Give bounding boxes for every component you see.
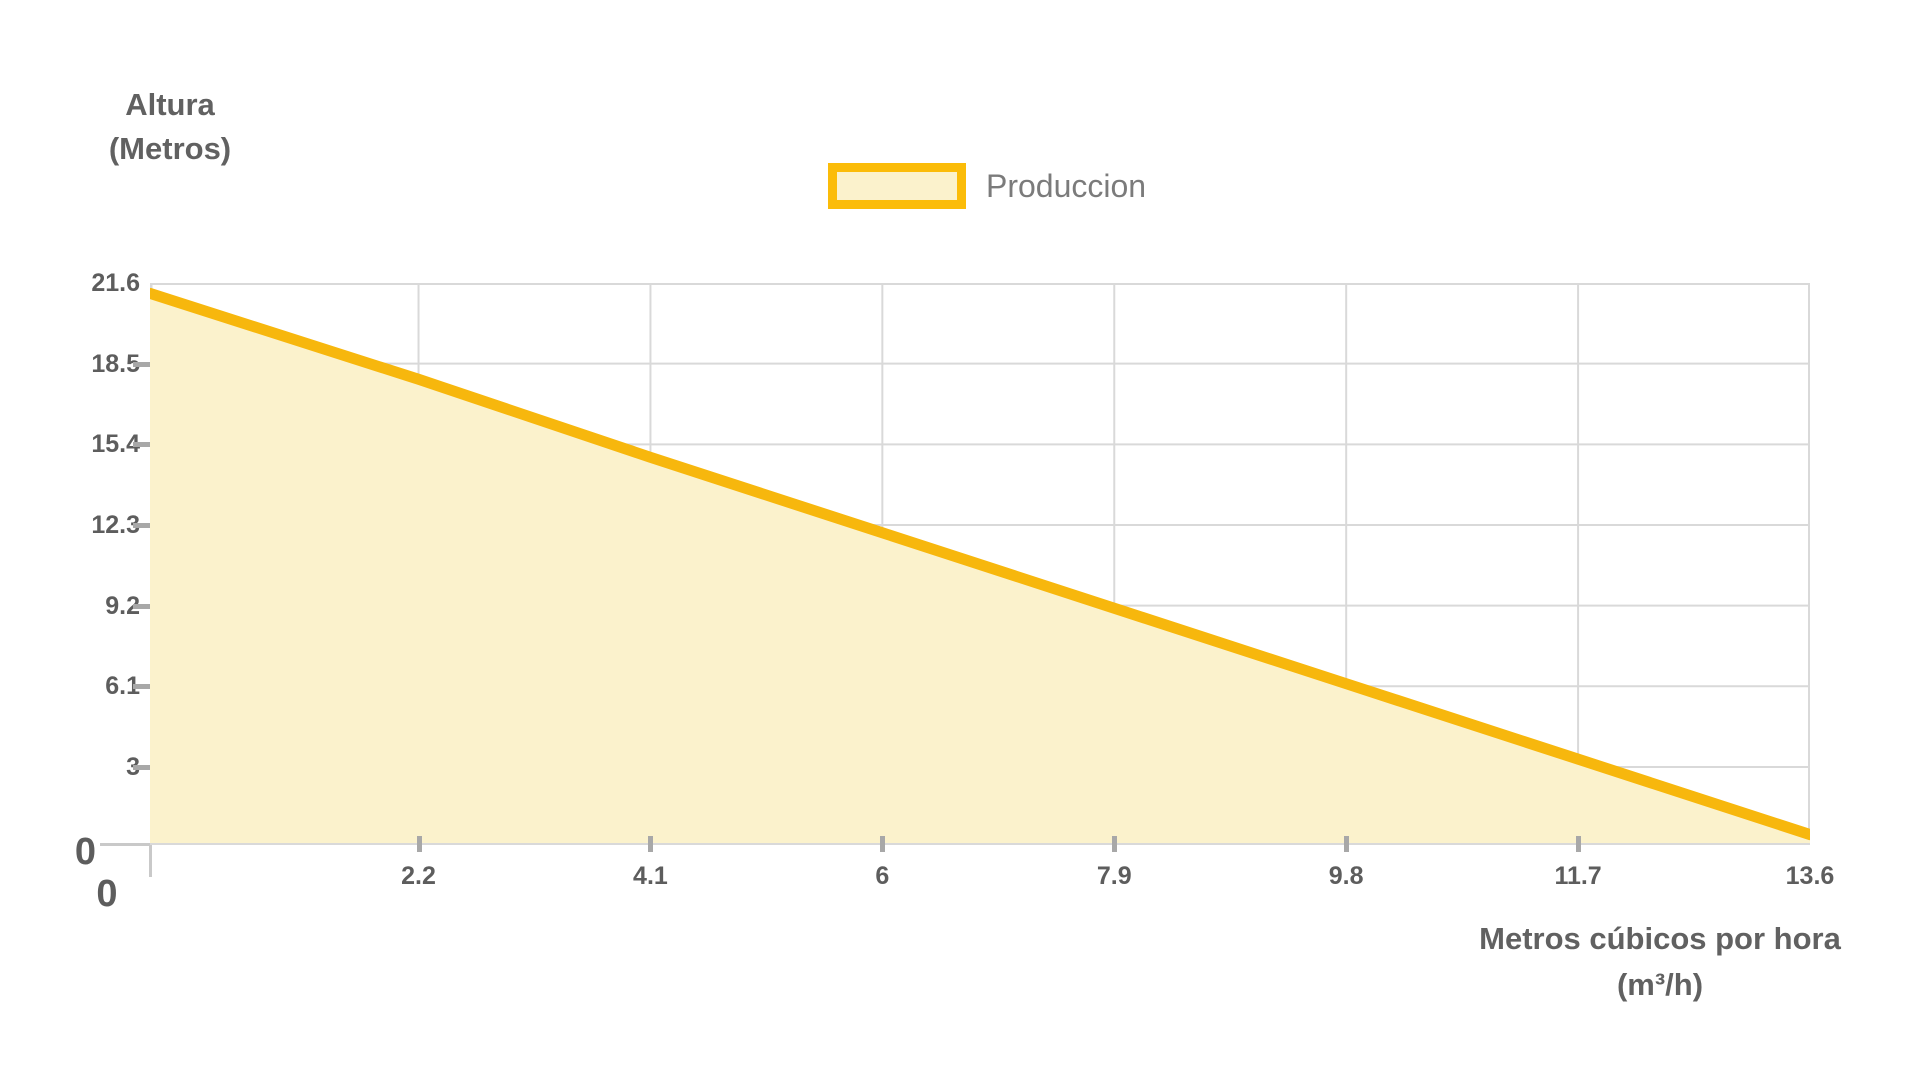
y-tick-mark: [133, 522, 150, 528]
y-tick-label: 18.5: [91, 349, 140, 378]
produccion-line[interactable]: [150, 287, 1810, 841]
x-axis-title-line2: (m³/h): [1616, 967, 1704, 1002]
x-tick-label: 11.7: [1554, 862, 1602, 890]
x-tick-mark: [880, 836, 886, 852]
x-tick-mark: [416, 836, 422, 852]
y-axis-origin-label: 0: [74, 831, 96, 873]
plot-area: [150, 283, 1810, 845]
x-tick-mark: [1576, 836, 1582, 852]
legend[interactable]: Produccion: [828, 160, 1146, 212]
x-axis-title-line1: Metros cúbicos por hora: [1479, 921, 1841, 956]
y-tick-mark: [133, 442, 150, 448]
x-tick-label: 7.9: [1096, 862, 1132, 890]
y-tick-mark: [133, 764, 150, 770]
y-axis-title: Altura (Metros): [50, 83, 290, 171]
y-axis-title-line2: (Metros): [108, 131, 232, 166]
area-chart-svg: [150, 283, 1810, 845]
y-tick-label: 3: [0, 751, 140, 783]
x-axis-origin-label: 0: [96, 873, 118, 915]
x-tick-mark: [1112, 836, 1118, 852]
y-tick-label: 6.1: [105, 672, 140, 701]
x-tick-mark: [1344, 836, 1350, 852]
x-tick-label: 6: [875, 862, 890, 890]
y-tick-label: 12.3: [91, 510, 140, 539]
y-axis-title-line1: Altura: [125, 87, 215, 122]
x-tick-mark: [648, 836, 654, 852]
y-tick-mark: [133, 684, 150, 690]
legend-label: Produccion: [986, 167, 1147, 204]
y-tick-label: 9.2: [105, 591, 140, 620]
y-tick-label: 21.6: [91, 269, 140, 297]
legend-swatch-produccion: [828, 163, 966, 209]
origin-y-tick-line: [100, 843, 150, 846]
y-tick-mark: [133, 603, 150, 609]
x-tick-label: 2.2: [401, 862, 436, 890]
x-tick-label: 9.8: [1328, 862, 1364, 890]
x-tick-label: 4.1: [633, 862, 668, 890]
x-tick-label: 13.6: [1785, 862, 1835, 890]
y-tick-mark: [133, 361, 150, 367]
origin-x-tick-line: [149, 845, 152, 877]
y-tick-label: 15.4: [91, 430, 140, 459]
x-axis-title: Metros cúbicos por hora (m³/h): [1395, 916, 1920, 1008]
